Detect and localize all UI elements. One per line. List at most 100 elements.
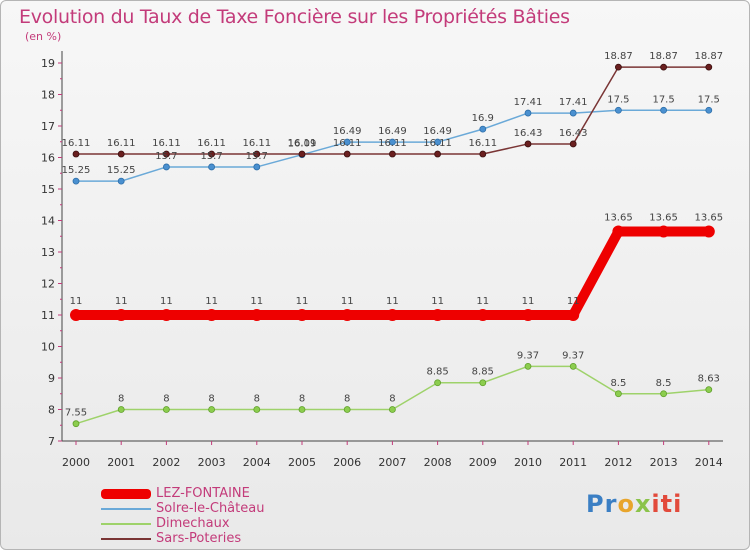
data-label-dimechaux: 9.37 [517,350,539,361]
data-point-solre-le-chateau [434,138,442,146]
data-point-solre-le-chateau [569,109,577,117]
y-tick-label: 18 [41,89,55,102]
data-point-dimechaux [162,406,170,413]
data-label-sars-poteries: 16.11 [197,138,226,149]
data-point-solre-le-chateau [388,138,396,146]
data-point-solre-le-chateau [253,163,261,171]
data-label-dimechaux: 8.63 [698,374,720,385]
x-tick-label: 2000 [62,456,90,469]
data-point-dimechaux [660,390,667,398]
data-point-lez-fontaine [522,309,534,321]
data-point-lez-fontaine [115,309,128,321]
data-point-dimechaux [253,406,261,413]
data-label-lez-fontaine: 11 [431,296,444,307]
data-label-sars-poteries: 18.87 [649,51,678,62]
data-point-lez-fontaine [702,225,715,238]
data-point-sars-poteries [388,150,396,158]
data-point-sars-poteries [524,140,532,148]
y-tick-label: 11 [41,309,55,322]
data-label-sars-poteries: 16.43 [559,128,588,139]
data-label-sars-poteries: 18.87 [604,51,633,62]
data-point-dimechaux [388,406,396,413]
data-label-lez-fontaine: 11 [567,296,580,307]
data-point-sars-poteries [253,150,261,158]
data-point-sars-poteries [569,140,577,148]
data-point-lez-fontaine [205,309,218,321]
chart-title: Evolution du Taux de Taxe Foncière sur l… [19,6,570,28]
data-point-lez-fontaine [386,309,399,321]
data-point-sars-poteries [208,150,216,158]
y-tick-label: 14 [41,215,55,228]
data-point-lez-fontaine [431,309,444,321]
data-point-dimechaux [343,406,351,413]
data-point-solre-le-chateau [615,106,622,114]
y-tick-label: 12 [41,278,55,291]
legend-swatch-solre-le-chateau [101,507,151,510]
data-point-lez-fontaine [250,309,263,321]
data-label-sars-poteries: 16.11 [468,138,497,149]
data-label-sars-poteries: 16.11 [242,138,271,149]
data-point-sars-poteries [705,63,713,71]
data-label-solre-le-chateau: 17.5 [698,94,720,105]
data-label-sars-poteries: 16.11 [423,138,452,149]
data-label-lez-fontaine: 11 [70,296,83,307]
data-label-solre-le-chateau: 16.09 [288,139,317,150]
x-tick-label: 2003 [198,456,226,469]
data-label-lez-fontaine: 11 [115,296,128,307]
x-tick-label: 2011 [559,456,587,469]
data-label-dimechaux: 8.5 [656,378,672,389]
x-tick-label: 2006 [333,456,361,469]
data-point-dimechaux [524,362,532,370]
data-label-solre-le-chateau: 15.25 [107,165,136,176]
y-tick-label: 7 [48,435,55,448]
data-label-solre-le-chateau: 16.49 [378,126,407,137]
data-label-dimechaux: 8 [299,394,305,405]
data-label-solre-le-chateau: 17.41 [514,97,543,108]
y-tick-label: 19 [41,57,55,70]
x-tick-label: 2013 [650,456,678,469]
legend-label-dimechaux: Dimechaux [156,516,230,531]
data-label-lez-fontaine: 11 [386,296,399,307]
data-label-solre-le-chateau: 16.49 [423,126,452,137]
data-label-solre-le-chateau: 15.7 [200,151,222,162]
y-axis-unit-label: (en %) [25,30,62,43]
data-label-dimechaux: 8.85 [426,367,448,378]
x-tick-label: 2005 [288,456,316,469]
data-label-dimechaux: 8 [344,394,350,405]
legend-label-solre-le-chateau: Solre-le-Château [156,501,265,516]
y-tick-label: 10 [41,341,55,354]
data-point-lez-fontaine [341,309,354,321]
data-point-sars-poteries [434,150,442,158]
data-point-dimechaux [615,390,622,398]
data-point-lez-fontaine [476,309,489,321]
data-label-dimechaux: 8.85 [472,367,494,378]
data-label-solre-le-chateau: 16.9 [472,113,494,124]
data-label-sars-poteries: 16.11 [107,138,136,149]
data-point-sars-poteries [660,63,667,71]
data-label-lez-fontaine: 11 [250,296,263,307]
data-point-dimechaux [705,386,713,394]
data-point-sars-poteries [117,150,125,158]
data-point-solre-le-chateau [660,106,667,114]
legend-swatch-sars-poteries [101,537,151,540]
data-label-dimechaux: 8 [389,394,395,405]
data-point-dimechaux [569,362,577,370]
data-label-dimechaux: 9.37 [562,350,584,361]
data-point-sars-poteries [343,150,351,158]
y-tick-label: 15 [41,183,55,196]
data-label-solre-le-chateau: 16.49 [333,126,362,137]
data-label-dimechaux: 8 [208,394,214,405]
data-label-lez-fontaine: 11 [522,296,535,307]
legend-swatch-lez-fontaine [101,488,151,499]
data-label-solre-le-chateau: 17.5 [652,94,674,105]
data-label-sars-poteries: 16.43 [514,128,543,139]
x-tick-label: 2008 [424,456,452,469]
data-label-dimechaux: 8.5 [610,378,626,389]
data-label-lez-fontaine: 11 [160,296,173,307]
data-point-solre-le-chateau [524,109,532,117]
data-label-solre-le-chateau: 15.7 [155,151,177,162]
data-label-lez-fontaine: 11 [341,296,354,307]
data-point-lez-fontaine [612,225,625,238]
data-label-sars-poteries: 16.11 [288,138,317,149]
